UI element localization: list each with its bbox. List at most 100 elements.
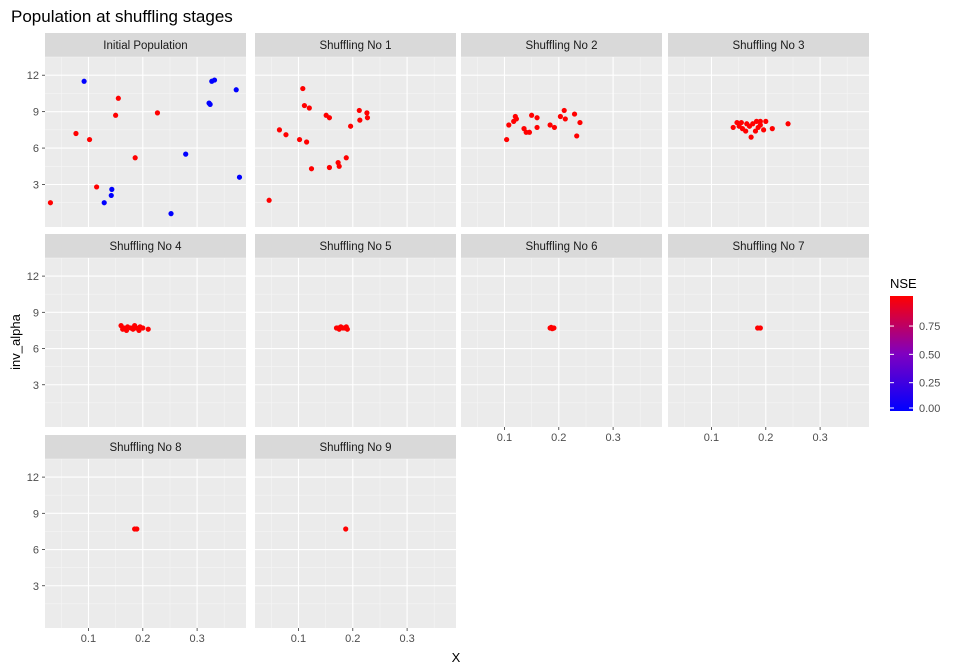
data-point: [207, 101, 213, 107]
panel-background: [461, 258, 662, 427]
x-tick-label: 0.3: [189, 633, 204, 645]
data-point: [763, 118, 769, 124]
facet-label: Shuffling No 5: [319, 241, 391, 253]
data-point: [343, 526, 349, 532]
data-point: [343, 155, 349, 161]
facet-label: Initial Population: [103, 40, 187, 52]
data-point: [335, 325, 341, 331]
data-point: [140, 325, 146, 331]
data-point: [132, 155, 138, 161]
y-tick-label: 9: [33, 107, 39, 119]
data-point: [761, 127, 767, 133]
data-point: [755, 124, 761, 131]
y-tick-label: 6: [33, 344, 39, 356]
data-point: [308, 166, 315, 172]
y-tick-label: 6: [33, 143, 39, 155]
data-point: [364, 115, 371, 121]
facet-strip: [45, 435, 246, 459]
data-point: [357, 117, 363, 123]
x-tick-label: 0.1: [497, 432, 512, 444]
x-tick-label: 0.2: [758, 432, 773, 444]
data-point: [785, 121, 791, 127]
data-point: [743, 128, 749, 134]
data-point: [577, 119, 583, 126]
facet-label: Shuffling No 3: [732, 40, 804, 52]
data-point: [364, 110, 370, 116]
legend-label: 0.75: [919, 321, 940, 333]
facet-panel: Shuffling No 9 0.1 0.2 0.3: [255, 435, 456, 645]
y-tick-label: 9: [33, 307, 39, 319]
data-point: [547, 122, 553, 128]
data-point: [746, 123, 753, 129]
data-point: [101, 200, 107, 206]
facet-panel: Shuffling No 7 0.1 0.2 0.3: [668, 234, 869, 444]
facet-strip: [255, 435, 456, 459]
facet-panel: Shuffling No 3: [668, 33, 869, 227]
data-point: [574, 133, 580, 139]
x-tick-label: 0.2: [135, 633, 150, 645]
data-point: [73, 130, 79, 137]
data-point: [557, 113, 564, 120]
data-point: [211, 77, 218, 83]
facet-label: Shuffling No 6: [525, 241, 597, 253]
data-point: [348, 123, 354, 129]
data-point: [136, 327, 142, 334]
data-point: [283, 132, 289, 138]
data-point: [548, 324, 554, 331]
data-point: [123, 327, 130, 334]
facet-strip: [668, 33, 869, 57]
facet-panel: Shuffling No 6 0.1 0.2 0.3: [461, 234, 662, 444]
facet-strip: [461, 33, 662, 57]
data-point: [757, 325, 763, 331]
data-point: [276, 127, 283, 133]
facet-strip: [45, 33, 246, 57]
y-tick-label: 3: [33, 581, 39, 593]
data-point: [511, 118, 517, 124]
panel-background: [45, 459, 246, 628]
x-tick-label: 0.2: [345, 633, 360, 645]
y-tick-label: 3: [33, 380, 39, 392]
x-tick-label: 0.2: [551, 432, 566, 444]
x-tick-label: 0.3: [812, 432, 827, 444]
data-point: [154, 110, 161, 116]
facet-label: Shuffling No 1: [319, 40, 391, 52]
data-point: [336, 163, 342, 169]
x-axis-title: X: [452, 650, 461, 665]
data-point: [562, 116, 568, 122]
data-point: [506, 122, 512, 128]
y-tick-label: 12: [27, 472, 39, 484]
data-point: [504, 136, 510, 143]
y-tick-label: 9: [33, 508, 39, 520]
data-point: [94, 184, 100, 190]
data-point: [47, 200, 54, 206]
facet-strip: [45, 234, 246, 258]
facet-label: Shuffling No 8: [109, 442, 181, 454]
data-point: [304, 139, 310, 145]
y-tick-label: 3: [33, 180, 39, 192]
legend-label: 0.00: [919, 403, 940, 415]
facet-strip: [255, 234, 456, 258]
facet-panel: Shuffling No 4 3 6 9 12: [27, 234, 246, 427]
legend-title: NSE: [890, 276, 917, 291]
data-point: [561, 107, 567, 114]
data-point: [326, 164, 333, 171]
y-axis-title: inv_alpha: [8, 313, 23, 369]
data-point: [326, 115, 333, 121]
x-tick-label: 0.3: [605, 432, 620, 444]
data-point: [753, 118, 760, 124]
data-point: [296, 136, 303, 143]
panel-background: [255, 57, 456, 227]
data-point: [301, 102, 308, 109]
data-point: [526, 129, 533, 135]
panel-background: [255, 459, 456, 628]
data-point: [115, 95, 121, 101]
facet-panel: Shuffling No 1: [255, 33, 456, 227]
facet-strip: [255, 33, 456, 57]
data-point: [233, 87, 239, 93]
data-point: [145, 326, 151, 332]
data-point: [81, 78, 87, 84]
data-point: [236, 174, 243, 180]
y-tick-label: 12: [27, 70, 39, 82]
data-point: [306, 105, 312, 111]
